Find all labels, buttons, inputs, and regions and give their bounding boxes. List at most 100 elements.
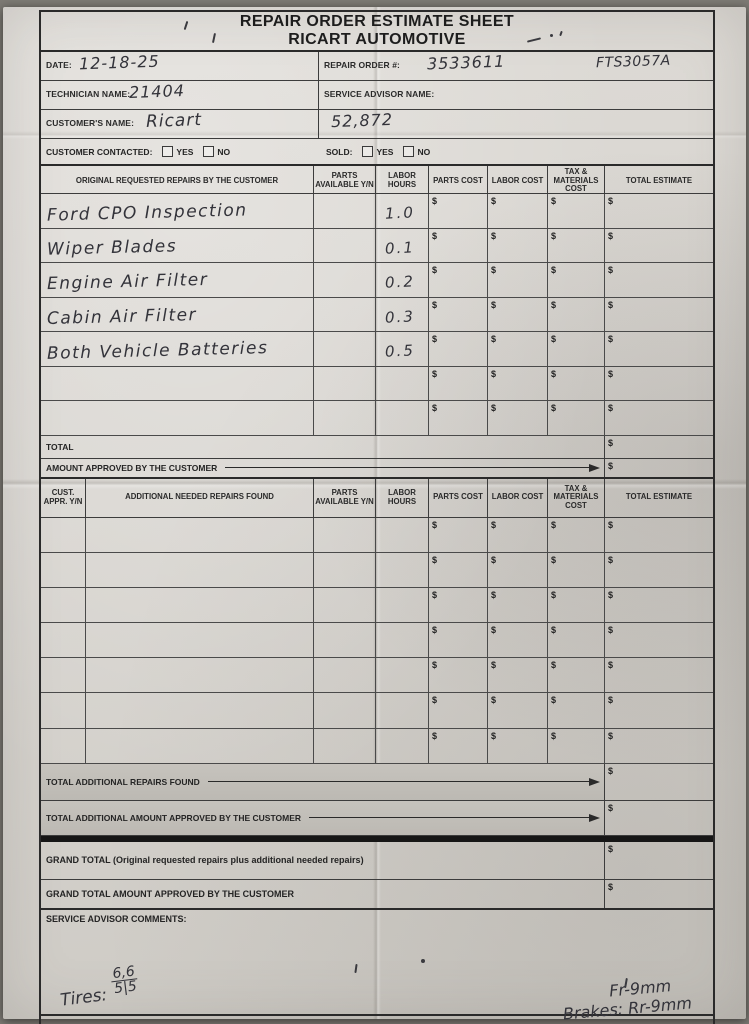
- cust-appr-cell: [41, 587, 86, 623]
- labor-hours-cell: [376, 728, 429, 763]
- dollar-sign: $: [491, 554, 497, 565]
- total-additional-repairs-label: TOTAL ADDITIONAL REPAIRS FOUND: [46, 776, 200, 787]
- dollar-sign: $: [608, 196, 614, 206]
- tax-materials-cell: $: [548, 194, 605, 228]
- total-row: TOTAL $: [41, 435, 713, 459]
- repair-description-cell: Ford CPO Inspection: [41, 194, 314, 228]
- dollar-sign: $: [491, 695, 497, 706]
- customer-name-label: CUSTOMER'S NAME:: [46, 118, 134, 128]
- dollar-sign: $: [491, 265, 497, 275]
- mileage-field: 52,872: [319, 110, 713, 138]
- service-advisor-field: SERVICE ADVISOR NAME:: [319, 81, 713, 109]
- parts-cost-cell: $: [429, 728, 488, 763]
- dollar-sign: $: [551, 554, 557, 565]
- labor-cost-cell: $: [488, 297, 548, 331]
- grand-total-amount-cell: $: [605, 842, 713, 879]
- additional-repair-description-cell: [86, 517, 314, 552]
- date-handwritten-value: 12-18-25: [78, 51, 160, 74]
- tires-tread-fraction: 6,6 5|5: [109, 963, 140, 997]
- service-advisor-label: SERVICE ADVISOR NAME:: [324, 89, 435, 99]
- grand-total-row: GRAND TOTAL (Original requested repairs …: [41, 841, 713, 880]
- parts-cost-cell: $: [429, 228, 488, 262]
- dollar-sign: $: [491, 299, 497, 310]
- additional-repair-description-cell: [86, 623, 314, 658]
- repair-description-handwritten: Engine Air Filter: [46, 269, 209, 295]
- dollar-sign: $: [608, 881, 614, 892]
- labor-hours-cell: [376, 693, 429, 728]
- dollar-sign: $: [491, 625, 497, 636]
- technician-field: TECHNICIAN NAME: 21404: [41, 81, 319, 109]
- header-total-estimate: TOTAL ESTIMATE: [625, 175, 693, 185]
- dollar-sign: $: [551, 730, 557, 741]
- header-cust-appr: CUST. APPR. Y/N: [41, 478, 86, 517]
- repair-description-cell: Both Vehicle Batteries: [41, 332, 314, 366]
- tires-handwritten-note: Tires: 6,6 5|5: [57, 963, 140, 1011]
- header-additional-repairs: ADDITIONAL NEEDED REPAIRS FOUND: [86, 478, 314, 517]
- header-original-repairs: ORIGINAL REQUESTED REPAIRS BY THE CUSTOM…: [41, 166, 314, 196]
- labor-cost-cell: $: [488, 332, 548, 366]
- tax-materials-cell: $: [548, 332, 605, 366]
- checkbox-row: CUSTOMER CONTACTED: YES NO SOLD: YES NO: [41, 139, 713, 166]
- customer-contacted-no-checkbox: [203, 146, 215, 157]
- total-estimate-cell: $: [605, 588, 713, 622]
- parts-available-cell: [314, 194, 376, 228]
- labor-cost-cell: $: [488, 623, 548, 658]
- dollar-sign: $: [608, 589, 614, 600]
- dollar-sign: $: [551, 230, 557, 241]
- dollar-sign: $: [432, 554, 438, 565]
- labor-cost-cell: $: [488, 366, 548, 400]
- dollar-sign: $: [551, 695, 557, 706]
- dollar-sign: $: [551, 368, 557, 379]
- arrow-right-icon: [589, 777, 600, 786]
- labor-hours-handwritten: 1.0: [384, 203, 416, 223]
- pen-mark: [550, 34, 553, 37]
- grand-total-approved-label: GRAND TOTAL AMOUNT APPROVED BY THE CUSTO…: [46, 888, 295, 899]
- additional-repair-row: $ $ $ $: [41, 693, 713, 729]
- service-advisor-comments-label: SERVICE ADVISOR COMMENTS:: [46, 913, 187, 924]
- tax-materials-cell: $: [548, 587, 605, 623]
- parts-cost-cell: $: [429, 623, 488, 658]
- repair-description-handwritten: Wiper Blades: [46, 235, 178, 260]
- arrow-line: [225, 467, 589, 468]
- parts-available-cell: [314, 263, 376, 297]
- form-title-box: REPAIR ORDER ESTIMATE SHEET RICART AUTOM…: [41, 12, 713, 52]
- dollar-sign: $: [551, 403, 557, 413]
- additional-repair-description-cell: [86, 658, 314, 693]
- repair-order-form: REPAIR ORDER ESTIMATE SHEET RICART AUTOM…: [39, 10, 715, 1024]
- pen-mark: [421, 959, 425, 963]
- tires-rear-values: 5|5: [113, 978, 138, 997]
- cust-appr-cell: [41, 552, 86, 587]
- dollar-sign: $: [432, 625, 438, 636]
- parts-available-cell: [314, 658, 376, 693]
- header-tax-materials: TAX & MATERIALS COST: [548, 478, 605, 517]
- parts-cost-cell: $: [429, 297, 488, 331]
- labor-cost-cell: $: [488, 401, 548, 435]
- repair-description-handwritten: Cabin Air Filter: [46, 304, 198, 329]
- form-title-line1: REPAIR ORDER ESTIMATE SHEET: [239, 13, 515, 30]
- additional-repair-description-cell: [86, 728, 314, 763]
- repair-order-field: REPAIR ORDER #: 3533611 FTS3057A: [319, 52, 713, 80]
- dollar-sign: $: [608, 802, 614, 813]
- dollar-sign: $: [551, 589, 557, 600]
- header-labor-cost: LABOR COST: [488, 478, 548, 517]
- info-row-technician: TECHNICIAN NAME: 21404 SERVICE ADVISOR N…: [41, 81, 713, 110]
- total-estimate-cell: $: [605, 263, 713, 297]
- labor-hours-cell: [376, 401, 429, 435]
- total-additional-label-cell: TOTAL ADDITIONAL REPAIRS FOUND: [41, 763, 605, 800]
- total-estimate-cell: $: [605, 518, 713, 552]
- parts-cost-cell: $: [429, 587, 488, 623]
- grand-total-approved-row: GRAND TOTAL AMOUNT APPROVED BY THE CUSTO…: [41, 879, 713, 910]
- arrow-right-icon: [589, 463, 600, 472]
- labor-hours-cell: [376, 587, 429, 623]
- amount-approved-label: AMOUNT APPROVED BY THE CUSTOMER: [46, 462, 218, 473]
- date-field: DATE: 12-18-25: [41, 52, 319, 80]
- dollar-sign: $: [432, 299, 438, 310]
- dollar-sign: $: [551, 519, 557, 530]
- arrow-line: [207, 781, 589, 783]
- labor-cost-cell: $: [488, 587, 548, 623]
- dollar-sign: $: [608, 368, 614, 379]
- dollar-sign: $: [608, 730, 614, 741]
- dollar-sign: $: [608, 519, 614, 530]
- labor-cost-cell: $: [488, 194, 548, 228]
- total-estimate-cell: $: [605, 194, 713, 228]
